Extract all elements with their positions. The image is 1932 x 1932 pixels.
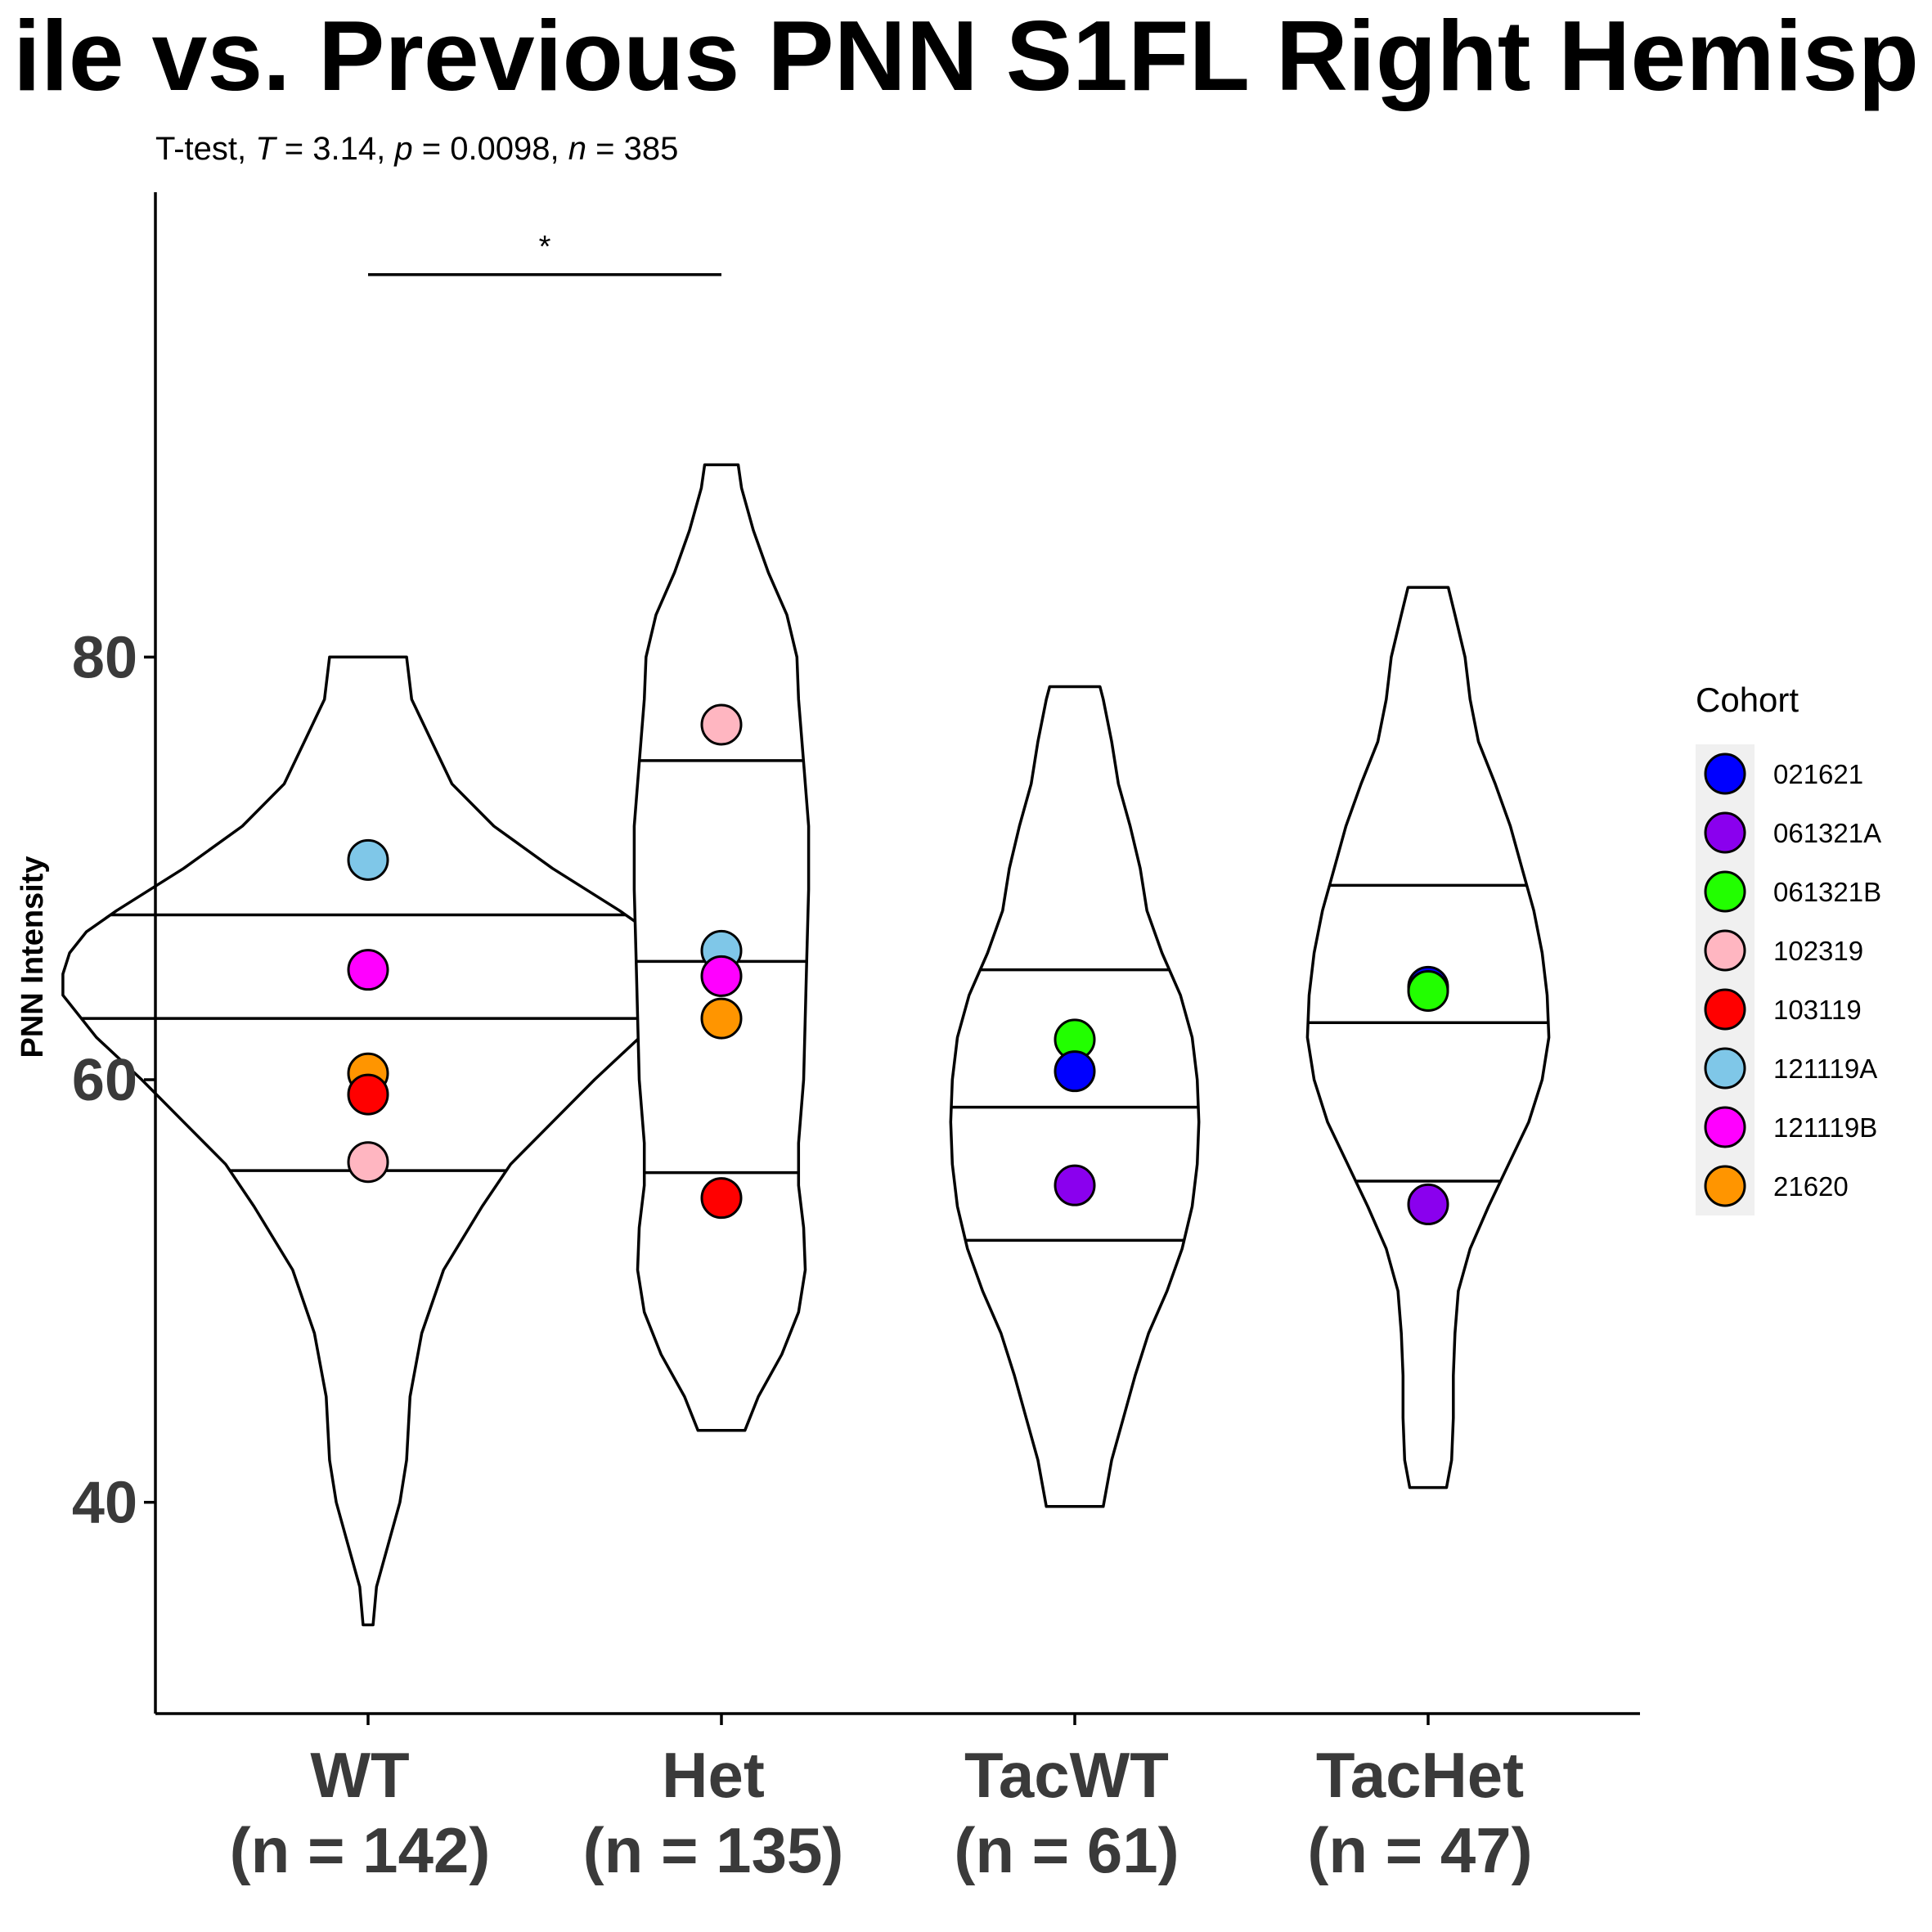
x-tick-label: TacWT (n = 61) xyxy=(954,1739,1179,1886)
x-tick-label: TacHet (n = 47) xyxy=(1307,1739,1532,1886)
data-point-103119 xyxy=(347,1073,389,1116)
data-point-061321B xyxy=(1407,970,1449,1012)
legend-label: 061321B xyxy=(1773,877,1881,907)
violin-TacWT xyxy=(949,685,1201,1508)
x-tick-label-line: TacHet xyxy=(1316,1739,1524,1811)
data-point-121119A xyxy=(347,838,389,881)
x-tick-label: WT (n = 142) xyxy=(230,1739,491,1886)
data-point-103119 xyxy=(700,1177,743,1220)
data-point-061321A xyxy=(1407,1183,1449,1225)
legend-label: 21620 xyxy=(1773,1171,1849,1202)
data-point-102319 xyxy=(700,703,743,746)
legend-title: Cohort xyxy=(1696,681,1799,719)
legend-swatch xyxy=(1704,811,1746,854)
violin-WT xyxy=(61,655,675,1627)
violin-TacHet xyxy=(1305,586,1551,1489)
legend-swatch xyxy=(1704,1106,1746,1148)
x-tick-label-line: (n = 61) xyxy=(954,1814,1179,1886)
y-tick-label: 60 xyxy=(72,1048,137,1113)
legend-swatch xyxy=(1704,988,1746,1031)
significance-label: * xyxy=(539,230,551,264)
x-tick-label-line: Het xyxy=(662,1739,765,1811)
axes: 40 60 80 WT (n = 142) Het (n = 135) TacWT (n = 6… xyxy=(72,192,1640,1886)
y-tick-label: 80 xyxy=(72,625,137,690)
x-tick-label-line: TacWT xyxy=(964,1739,1169,1811)
legend-swatch xyxy=(1704,1047,1746,1090)
x-tick-label-line: (n = 135) xyxy=(583,1814,844,1886)
legend: Cohort 021621 061321A 061321B 102319 103119 12… xyxy=(1696,681,1881,1215)
data-point-121119B xyxy=(700,955,743,997)
legend-swatch xyxy=(1704,1165,1746,1207)
plot-area: * xyxy=(61,230,1551,1627)
data-point-061321A xyxy=(1054,1164,1096,1206)
legend-label: 121119B xyxy=(1773,1112,1877,1143)
legend-label: 021621 xyxy=(1773,759,1863,789)
chart-subtitle: T-test, T = 3.14, p = 0.0098, n = 385 xyxy=(155,131,678,167)
legend-label: 102319 xyxy=(1773,936,1863,966)
y-axis-label: PNN Intensity xyxy=(16,856,50,1058)
data-point-102319 xyxy=(347,1141,389,1184)
data-point-021621 xyxy=(1054,1050,1096,1093)
x-tick-label-line: (n = 47) xyxy=(1307,1814,1532,1886)
legend-swatch xyxy=(1704,929,1746,972)
legend-label: 061321A xyxy=(1773,818,1881,848)
x-tick-label-line: WT xyxy=(310,1739,409,1811)
y-tick-label: 40 xyxy=(72,1471,137,1536)
legend-label: 121119A xyxy=(1773,1054,1877,1084)
x-tick-label: Het (n = 135) xyxy=(583,1739,844,1886)
legend-swatch xyxy=(1704,753,1746,795)
data-point-121119B xyxy=(347,949,389,991)
legend-swatch xyxy=(1704,870,1746,913)
data-point-21620 xyxy=(700,997,743,1040)
x-tick-label-line: (n = 142) xyxy=(230,1814,491,1886)
chart-title: ile vs. Previous PNN S1FL Right Hemisp xyxy=(13,0,1919,111)
legend-label: 103119 xyxy=(1773,995,1862,1025)
